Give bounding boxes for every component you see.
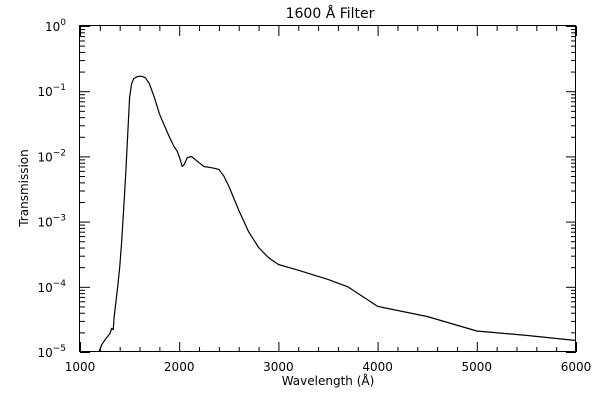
chart-title: 1600 Å Filter [286, 5, 375, 22]
x-tick-label: 5000 [462, 360, 493, 374]
transmission-line [98, 75, 577, 353]
y-tick-label: 10−1 [37, 83, 66, 99]
y-tick-label: 10−3 [37, 214, 66, 230]
axis-ticks [80, 26, 577, 353]
x-axis-label: Wavelength (Å) [282, 373, 375, 388]
x-tick-label: 4000 [362, 360, 393, 374]
x-tick-label: 1000 [65, 360, 96, 374]
y-tick-label: 10−5 [37, 344, 66, 360]
y-tick-label: 10−2 [37, 148, 66, 164]
x-tick-label: 2000 [164, 360, 195, 374]
y-tick-label: 10−4 [37, 279, 66, 295]
y-tick-labels: 10−5 10−4 10−3 10−2 10−1 100 [37, 18, 66, 360]
y-axis-label: Transmission [17, 149, 31, 228]
plot-frame [79, 25, 576, 352]
x-tick-labels: 1000 2000 3000 4000 5000 6000 [65, 360, 592, 374]
x-tick-label: 6000 [561, 360, 592, 374]
x-tick-label: 3000 [263, 360, 294, 374]
y-tick-label: 100 [45, 18, 66, 34]
